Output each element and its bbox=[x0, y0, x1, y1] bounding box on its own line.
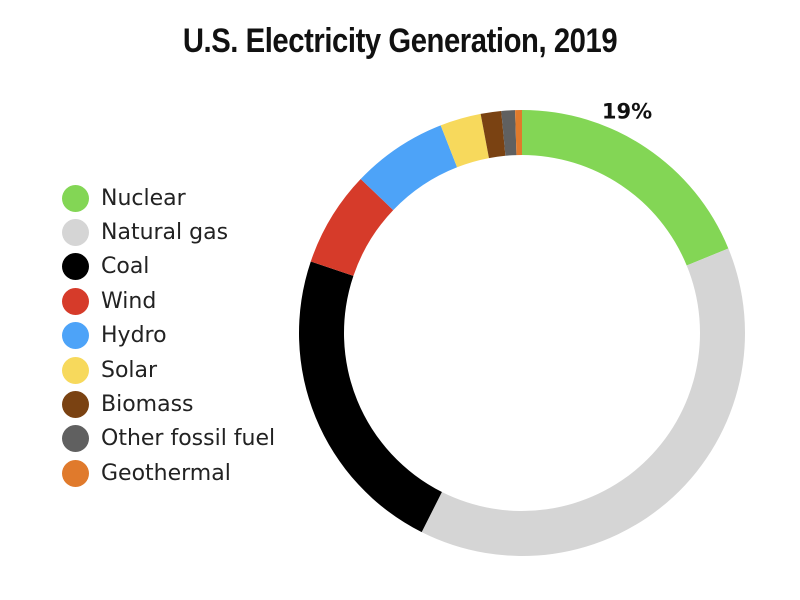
legend-item-solar: Solar bbox=[62, 353, 275, 387]
legend-swatch-other-fossil-fuel bbox=[62, 425, 89, 453]
legend-item-nuclear: Nuclear bbox=[62, 181, 275, 215]
legend-swatch-biomass bbox=[62, 391, 89, 419]
slice-other-fossil-fuel bbox=[501, 110, 517, 156]
legend-label-coal: Coal bbox=[101, 254, 150, 280]
legend-label-nuclear: Nuclear bbox=[101, 185, 186, 211]
legend-swatch-nuclear bbox=[62, 184, 89, 212]
legend-label-solar: Solar bbox=[101, 357, 158, 383]
chart-title: U.S. Electricity Generation, 2019 bbox=[182, 22, 618, 60]
chart-legend: Nuclear Natural gas Coal Wind Hydro Sola… bbox=[62, 181, 275, 491]
legend-swatch-solar bbox=[62, 356, 89, 384]
slice-hydro bbox=[360, 125, 458, 211]
slice-solar bbox=[440, 113, 489, 168]
slice-geothermal bbox=[515, 110, 522, 156]
legend-label-wind: Wind bbox=[101, 288, 157, 314]
legend-swatch-hydro bbox=[62, 322, 89, 350]
data-label-nuclear: 19% bbox=[602, 99, 652, 123]
legend-swatch-geothermal bbox=[62, 459, 89, 487]
donut-slices bbox=[298, 110, 746, 557]
slice-natural-gas bbox=[421, 248, 746, 557]
legend-item-hydro: Hydro bbox=[62, 319, 275, 353]
legend-item-wind: Wind bbox=[62, 284, 275, 318]
legend-item-biomass: Biomass bbox=[62, 387, 275, 421]
legend-label-other-fossil-fuel: Other fossil fuel bbox=[101, 426, 276, 452]
legend-label-natural-gas: Natural gas bbox=[101, 220, 229, 246]
legend-label-biomass: Biomass bbox=[101, 392, 194, 418]
legend-swatch-coal bbox=[62, 253, 89, 281]
legend-swatch-natural-gas bbox=[62, 219, 89, 247]
legend-item-other-fossil-fuel: Other fossil fuel bbox=[62, 422, 275, 456]
slice-coal bbox=[298, 261, 442, 533]
legend-label-hydro: Hydro bbox=[101, 323, 167, 349]
slice-biomass bbox=[480, 110, 506, 159]
legend-label-geothermal: Geothermal bbox=[101, 460, 231, 486]
legend-item-coal: Coal bbox=[62, 250, 275, 284]
donut-labels: 19% bbox=[602, 99, 652, 123]
legend-item-geothermal: Geothermal bbox=[62, 456, 275, 490]
legend-item-natural-gas: Natural gas bbox=[62, 215, 275, 249]
slice-wind bbox=[310, 179, 394, 276]
slice-nuclear bbox=[522, 110, 729, 266]
legend-swatch-wind bbox=[62, 287, 89, 315]
